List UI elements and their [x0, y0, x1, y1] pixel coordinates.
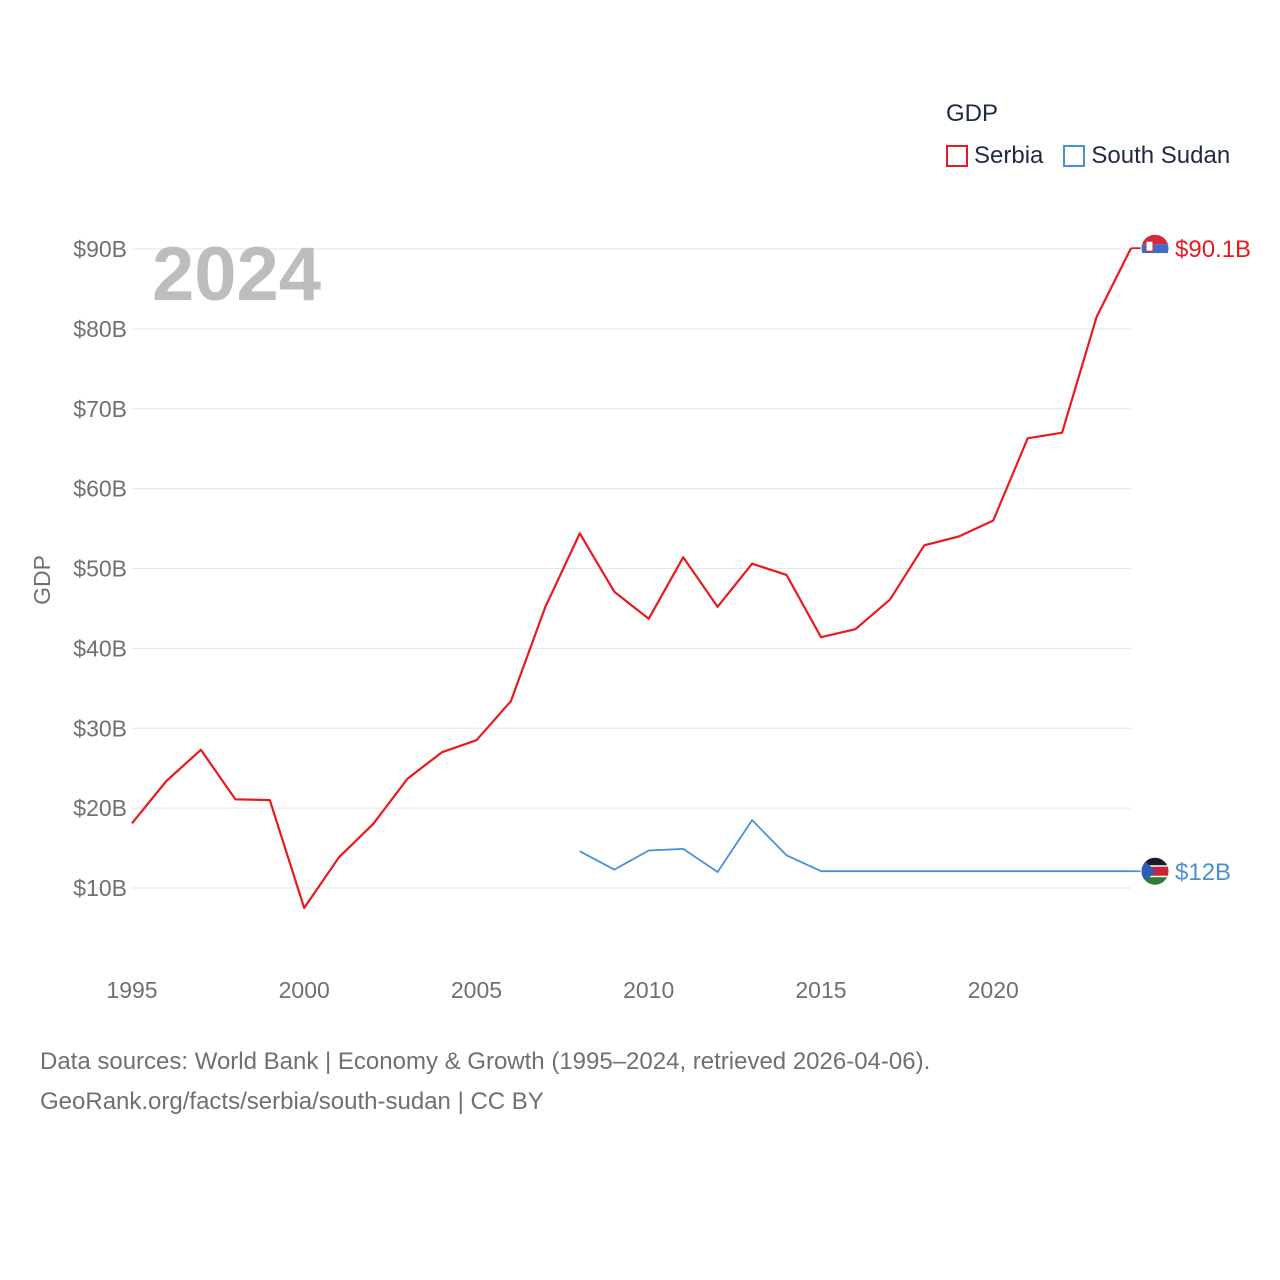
end-label-serbia: $90.1B: [1175, 236, 1251, 263]
y-tick-label: $70B: [73, 396, 127, 422]
serbia-flag-icon: [1140, 233, 1170, 263]
y-tick-label: $80B: [73, 316, 127, 342]
legend-swatch-serbia: [946, 145, 968, 167]
y-axis-title: GDP: [29, 555, 55, 605]
y-tick-label: $10B: [73, 875, 127, 901]
series-lines: [131, 247, 1132, 910]
source-note: Data sources: World Bank | Economy & Gro…: [40, 1042, 930, 1122]
gridlines: [132, 248, 1131, 889]
y-axis-ticks: $10B $20B $30B $40B $50B $60B $70B $80B $90B: [73, 236, 127, 901]
y-tick-label: $20B: [73, 795, 127, 821]
legend-label-south-sudan: South Sudan: [1091, 142, 1231, 169]
legend-item-serbia[interactable]: Serbia: [946, 142, 1043, 170]
y-tick-label: $50B: [73, 556, 127, 582]
legend-title: GDP: [946, 100, 999, 127]
y-tick-label: $60B: [73, 476, 127, 502]
source-line-1: Data sources: World Bank | Economy & Gro…: [40, 1048, 931, 1075]
x-tick-label: 2000: [279, 977, 330, 1003]
x-tick-label: 2020: [968, 977, 1019, 1003]
south-sudan-flag-icon: [1140, 856, 1170, 886]
x-tick-label: 2005: [451, 977, 502, 1003]
year-label: 2024: [152, 232, 321, 317]
y-tick-label: $30B: [73, 715, 127, 741]
series-line-serbia[interactable]: [131, 247, 1132, 910]
y-tick-label: $40B: [73, 635, 127, 661]
legend-swatch-south-sudan: [1063, 145, 1086, 167]
x-tick-label: 2010: [623, 977, 674, 1003]
series-end-labels: $90.1B $12B: [1131, 233, 1251, 886]
series-line-south-sudan[interactable]: [579, 819, 1131, 873]
legend-label-serbia: Serbia: [974, 142, 1044, 169]
x-axis-ticks: 1995 2000 2005 2010 2015 2020: [106, 977, 1018, 1003]
y-tick-label: $90B: [73, 236, 127, 262]
x-tick-label: 1995: [106, 977, 157, 1003]
legend-item-south-sudan[interactable]: South Sudan: [1063, 142, 1230, 170]
legend: GDP Serbia South Sudan: [946, 100, 1230, 170]
end-label-south-sudan: $12B: [1175, 859, 1231, 886]
x-tick-label: 2015: [795, 977, 846, 1003]
source-line-2[interactable]: GeoRank.org/facts/serbia/south-sudan | C…: [40, 1088, 544, 1115]
